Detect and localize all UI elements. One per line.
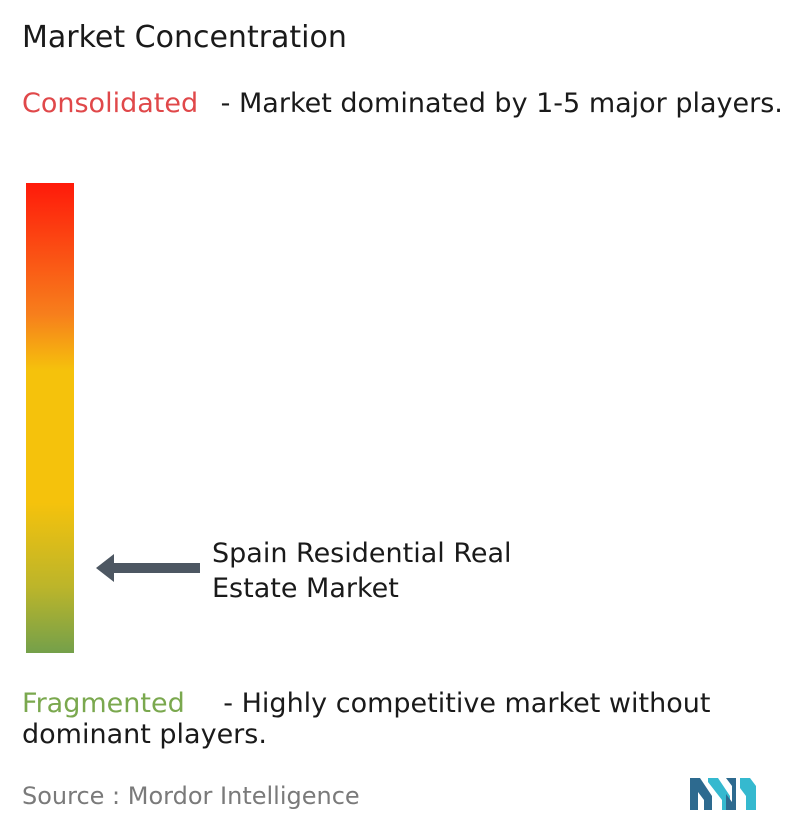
fragmented-text: - Highly competitive market without domi… (22, 688, 711, 750)
source-name: Mordor Intelligence (127, 782, 360, 810)
source-prefix: Source : (22, 782, 128, 810)
fragmented-description: Fragmented - Highly competitive market w… (22, 688, 792, 750)
market-position-arrow (96, 554, 200, 583)
mordor-intelligence-logo-icon (690, 778, 756, 810)
consolidated-description: Consolidated - Market dominated by 1-5 m… (22, 88, 792, 119)
fragmented-label: Fragmented (22, 688, 185, 719)
chart-title: Market Concentration (22, 20, 347, 55)
market-label-line-1: Spain Residential Real (212, 538, 512, 570)
consolidated-text: - Market dominated by 1-5 major players. (212, 88, 783, 119)
market-position-label: Spain Residential Real Estate Market (212, 536, 512, 606)
source-credit: Source : Mordor Intelligence (22, 782, 360, 810)
concentration-gradient-bar (26, 183, 74, 653)
market-label-line-2: Estate Market (212, 573, 399, 605)
consolidated-label: Consolidated (22, 88, 199, 119)
